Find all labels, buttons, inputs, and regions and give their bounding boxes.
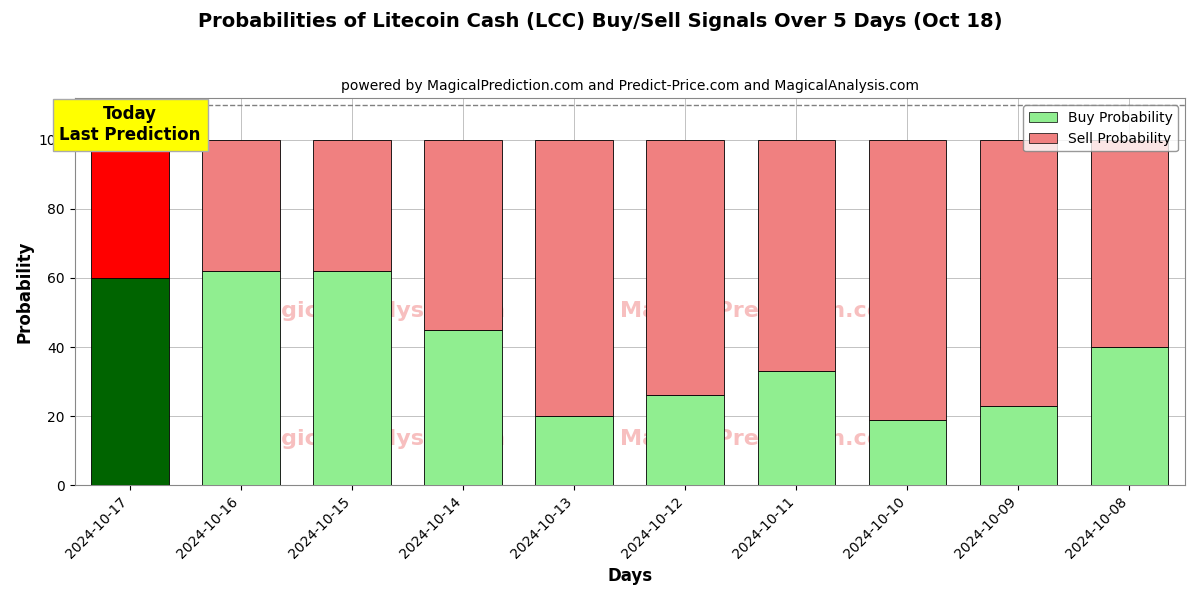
Bar bbox=[869, 419, 947, 485]
Bar bbox=[979, 406, 1057, 485]
Bar bbox=[979, 140, 1057, 406]
Legend: Buy Probability, Sell Probability: Buy Probability, Sell Probability bbox=[1024, 105, 1178, 151]
Y-axis label: Probability: Probability bbox=[16, 241, 34, 343]
Bar bbox=[757, 140, 835, 371]
Bar bbox=[203, 271, 280, 485]
Bar bbox=[203, 140, 280, 271]
Text: MagicalPrediction.com: MagicalPrediction.com bbox=[620, 301, 906, 321]
Text: MagicalAnalysis.com: MagicalAnalysis.com bbox=[244, 429, 505, 449]
Text: Today
Last Prediction: Today Last Prediction bbox=[60, 105, 200, 144]
Bar bbox=[869, 140, 947, 419]
Bar bbox=[313, 140, 391, 271]
Bar bbox=[91, 140, 169, 278]
Bar bbox=[535, 140, 613, 416]
Bar bbox=[757, 371, 835, 485]
X-axis label: Days: Days bbox=[607, 567, 653, 585]
Text: MagicalAnalysis.com: MagicalAnalysis.com bbox=[244, 301, 505, 321]
Bar bbox=[535, 416, 613, 485]
Bar bbox=[1091, 347, 1169, 485]
Title: powered by MagicalPrediction.com and Predict-Price.com and MagicalAnalysis.com: powered by MagicalPrediction.com and Pre… bbox=[341, 79, 919, 93]
Bar bbox=[647, 140, 725, 395]
Bar bbox=[647, 395, 725, 485]
Text: MagicalPrediction.com: MagicalPrediction.com bbox=[620, 429, 906, 449]
Bar bbox=[91, 278, 169, 485]
Bar bbox=[425, 140, 502, 330]
Text: Probabilities of Litecoin Cash (LCC) Buy/Sell Signals Over 5 Days (Oct 18): Probabilities of Litecoin Cash (LCC) Buy… bbox=[198, 12, 1002, 31]
Bar bbox=[313, 271, 391, 485]
Bar bbox=[1091, 140, 1169, 347]
Bar bbox=[425, 330, 502, 485]
